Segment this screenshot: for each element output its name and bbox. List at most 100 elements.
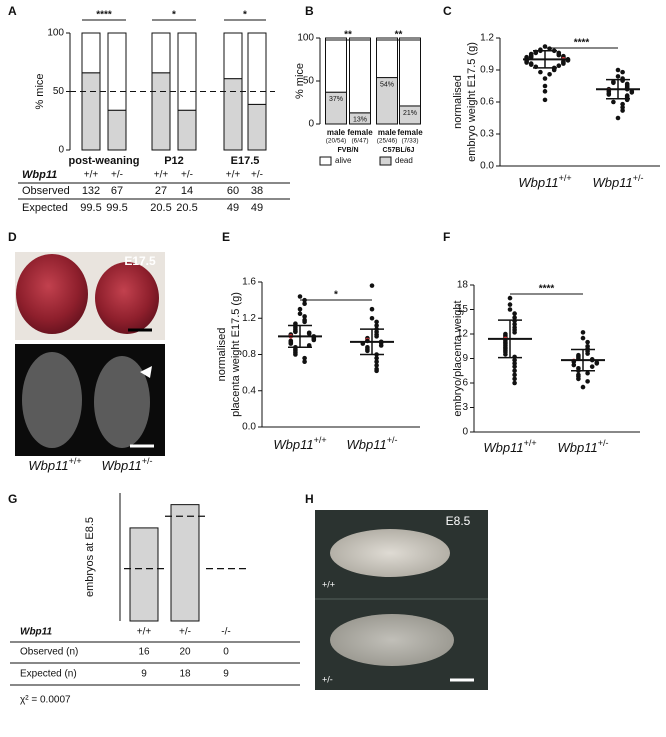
table-cell: 49 [251, 202, 263, 214]
group-label: post-weaning [69, 155, 140, 167]
data-point [369, 283, 375, 288]
y-axis-label: embryos at E8.5 [84, 517, 96, 597]
stage-label: E8.5 [446, 514, 471, 528]
x-tick-label: Wbp11+/+ [518, 173, 571, 190]
data-point [378, 343, 384, 348]
data-point [365, 348, 370, 354]
category-label: +/+ [137, 627, 152, 638]
category-label: female [347, 128, 373, 137]
data-point [547, 71, 552, 77]
group-label: C57BL/6J [383, 147, 415, 154]
y-tick-label: 1.2 [480, 33, 494, 44]
bar [170, 504, 200, 622]
gene: Wbp11 [273, 437, 313, 452]
data-point [297, 306, 303, 312]
data-point [374, 334, 379, 339]
group-label: FVB/N [338, 147, 359, 154]
y-axis-label: % mice [294, 63, 306, 99]
bar-segment [399, 37, 421, 107]
count-label: (7/33) [402, 138, 419, 145]
table-header: Wbp11 [20, 627, 52, 638]
bar-segment [177, 32, 197, 111]
bar-segment [107, 32, 127, 111]
category-label: +/- [181, 170, 193, 181]
genotype: +/+ [559, 173, 572, 183]
data-point [302, 355, 307, 361]
x-tick-label: Wbp11+/- [558, 438, 609, 455]
y-axis-label: embryo weight E17.5 (g) [466, 42, 478, 162]
table-cell: 99.5 [106, 202, 127, 214]
bar-segment [349, 37, 371, 114]
y-tick-label: 50 [53, 86, 65, 97]
table-cell: 132 [82, 185, 100, 197]
y-tick-label: 1.2 [242, 313, 256, 324]
data-point [542, 97, 548, 103]
table-cell: 67 [111, 185, 123, 197]
data-point [507, 295, 513, 301]
legend-swatch [319, 156, 332, 166]
y-tick-label: 100 [47, 28, 64, 39]
data-point [615, 115, 621, 121]
genotype: +/+ [69, 456, 82, 466]
data-point [589, 364, 595, 369]
category-label: male [378, 128, 397, 137]
y-tick-label: 0.3 [480, 129, 494, 140]
data-point [585, 379, 590, 384]
data-point [556, 63, 562, 69]
genotype: +/- [633, 173, 644, 183]
embryo [330, 614, 454, 666]
category-label: +/+ [154, 170, 169, 181]
table-cell: 38 [251, 185, 263, 197]
table-cell: 18 [179, 669, 191, 680]
data-point [311, 337, 317, 343]
bar [129, 527, 159, 622]
embryo [16, 254, 88, 334]
data-point [538, 69, 543, 75]
embryo [330, 529, 450, 577]
data-point [374, 319, 379, 325]
y-tick-label: 18 [457, 280, 469, 291]
significance-label: **** [574, 38, 590, 49]
panel-letter: G [8, 492, 17, 506]
bar-segment [151, 72, 171, 151]
data-point [585, 339, 590, 345]
legend-swatch [379, 156, 392, 166]
data-point [512, 372, 517, 378]
y-tick-label: 0.4 [242, 385, 256, 396]
data-point [561, 61, 566, 66]
data-point [512, 330, 517, 335]
category-label: +/- [251, 170, 263, 181]
category-label: female [397, 128, 423, 137]
arrowhead [140, 366, 152, 378]
data-point [528, 62, 534, 67]
row-label: Observed (n) [20, 647, 78, 658]
data-point [288, 341, 294, 346]
data-point [611, 99, 616, 105]
data-point [580, 335, 586, 341]
count-label: (25/46) [377, 138, 398, 145]
data-point [533, 50, 539, 56]
bar-segment [223, 32, 243, 80]
significance-label: * [172, 10, 176, 21]
table-header: Wbp11 [22, 169, 57, 181]
data-point [302, 359, 307, 365]
x-tick-label: Wbp11+/- [347, 435, 398, 452]
bar-segment [247, 32, 267, 105]
category-label: +/+ [84, 170, 99, 181]
data-point [620, 105, 625, 110]
bar-segment [177, 109, 197, 151]
data-point [512, 311, 517, 316]
y-tick-label: 50 [303, 76, 315, 87]
table-cell: 99.5 [80, 202, 101, 214]
data-point [585, 370, 590, 376]
y-tick-label: 0 [462, 427, 468, 438]
gene: Wbp11 [593, 175, 633, 190]
table-cell: 0 [223, 647, 229, 658]
data-point [512, 361, 517, 366]
count-label: (6/47) [352, 138, 369, 145]
panel-letter: D [8, 230, 17, 244]
table-cell: 27 [155, 185, 167, 197]
data-point [606, 92, 612, 97]
